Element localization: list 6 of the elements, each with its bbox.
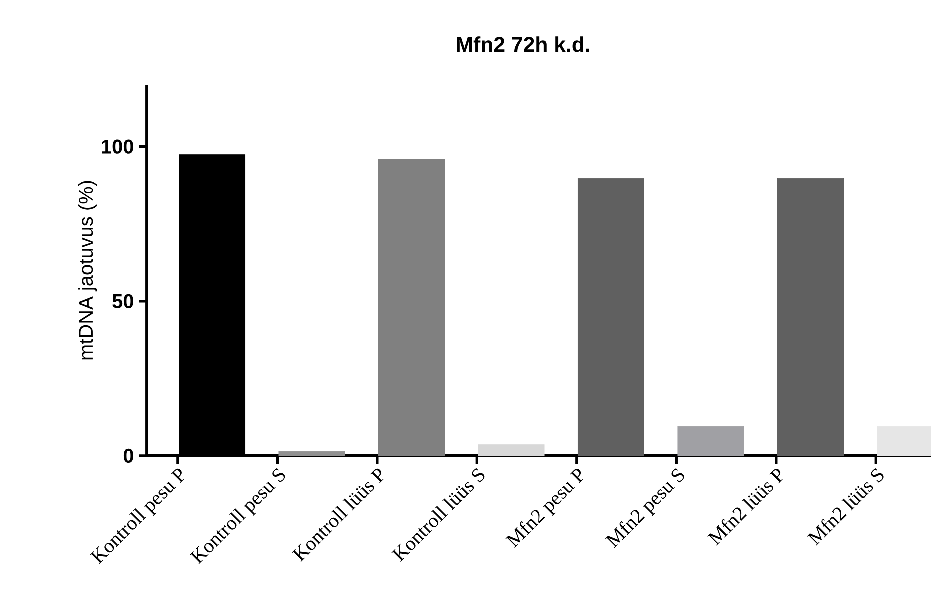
bar <box>278 451 346 456</box>
y-tick-label: 0 <box>124 448 134 464</box>
y-tick-label: 100 <box>102 140 134 154</box>
y-axis-title: mtDNA jaotuvus (%) <box>78 181 98 360</box>
y-tick-label: 50 <box>112 294 134 308</box>
chart-title: Mfn2 72h k.d. <box>457 36 590 52</box>
